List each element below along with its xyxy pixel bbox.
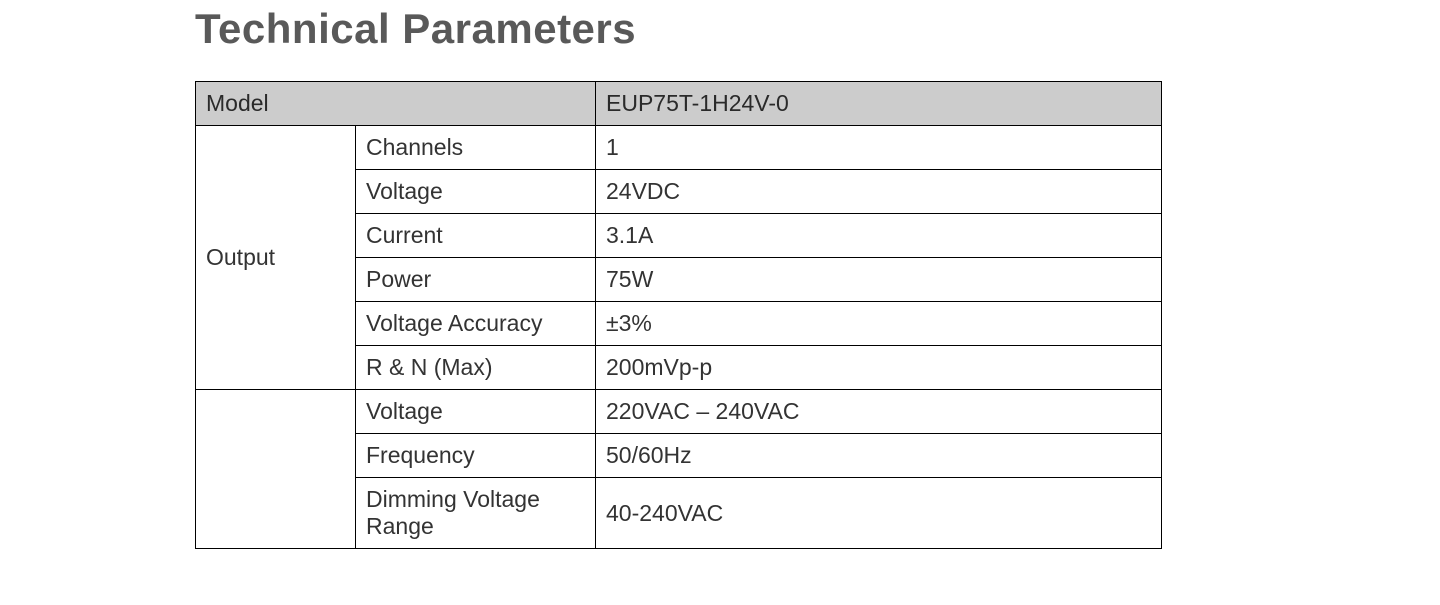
param-value: 1 (596, 126, 1162, 170)
param-label: Voltage (356, 170, 596, 214)
table-row: Voltage 220VAC – 240VAC (196, 390, 1162, 434)
param-value: 75W (596, 258, 1162, 302)
header-label: Model (196, 82, 596, 126)
param-label: Frequency (356, 434, 596, 478)
param-label: Voltage Accuracy (356, 302, 596, 346)
param-value: 50/60Hz (596, 434, 1162, 478)
param-label: Power (356, 258, 596, 302)
page-heading: Technical Parameters (195, 5, 1440, 53)
header-value: EUP75T-1H24V-0 (596, 82, 1162, 126)
param-label: Voltage (356, 390, 596, 434)
param-value: 24VDC (596, 170, 1162, 214)
table-row: Output Channels 1 (196, 126, 1162, 170)
param-value: 3.1A (596, 214, 1162, 258)
param-label: R & N (Max) (356, 346, 596, 390)
param-value: 40-240VAC (596, 478, 1162, 549)
param-value: 200mVp-p (596, 346, 1162, 390)
param-label: Current (356, 214, 596, 258)
table-header-row: Model EUP75T-1H24V-0 (196, 82, 1162, 126)
param-label: Channels (356, 126, 596, 170)
group-label-output: Output (196, 126, 356, 390)
group-label-input (196, 390, 356, 549)
param-value: 220VAC – 240VAC (596, 390, 1162, 434)
spec-table: Model EUP75T-1H24V-0 Output Channels 1 V… (195, 81, 1162, 549)
param-value: ±3% (596, 302, 1162, 346)
param-label: Dimming Voltage Range (356, 478, 596, 549)
